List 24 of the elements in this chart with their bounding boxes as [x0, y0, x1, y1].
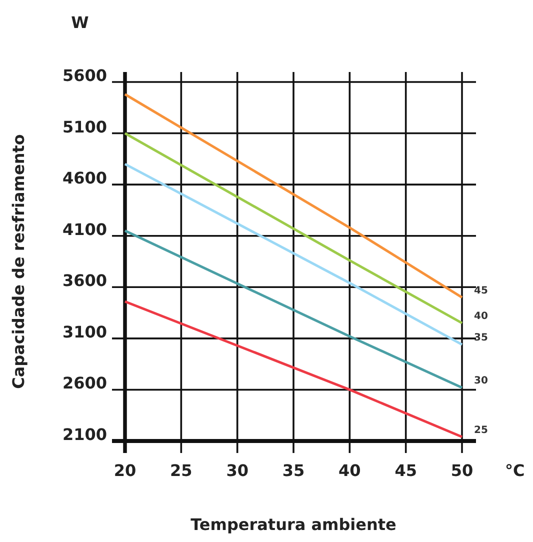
- x-tick-label: 30: [226, 461, 248, 480]
- x-tick-label: 25: [170, 461, 192, 480]
- series-label: 25: [474, 424, 488, 436]
- y-tick-label: 5600: [62, 66, 107, 85]
- x-tick-label: 20: [114, 461, 136, 480]
- y-tick-label: 3600: [62, 271, 107, 290]
- y-tick-label: 2100: [62, 425, 107, 444]
- x-tick-label: 40: [338, 461, 361, 480]
- series-label: 35: [474, 332, 488, 344]
- series-label: 45: [474, 285, 488, 296]
- x-tick-label: 45: [394, 461, 417, 480]
- series-label: 40: [474, 311, 488, 322]
- y-tick-label: 4100: [62, 220, 107, 239]
- series-label: 30: [474, 376, 488, 387]
- text: W: [71, 13, 90, 32]
- x-tick-label: 50: [450, 461, 474, 480]
- y-tick-label: 4600: [62, 168, 107, 188]
- x-tick-label: 35: [282, 461, 305, 480]
- y-tick-label: 5100: [62, 117, 107, 136]
- y-axis-title: Capacidade de resfriamento: [9, 134, 28, 389]
- text: °C: [505, 461, 525, 480]
- y-tick-label: 3100: [62, 322, 107, 342]
- x-axis-title: Temperatura ambiente: [190, 515, 397, 534]
- y-tick-label: 2600: [62, 374, 107, 393]
